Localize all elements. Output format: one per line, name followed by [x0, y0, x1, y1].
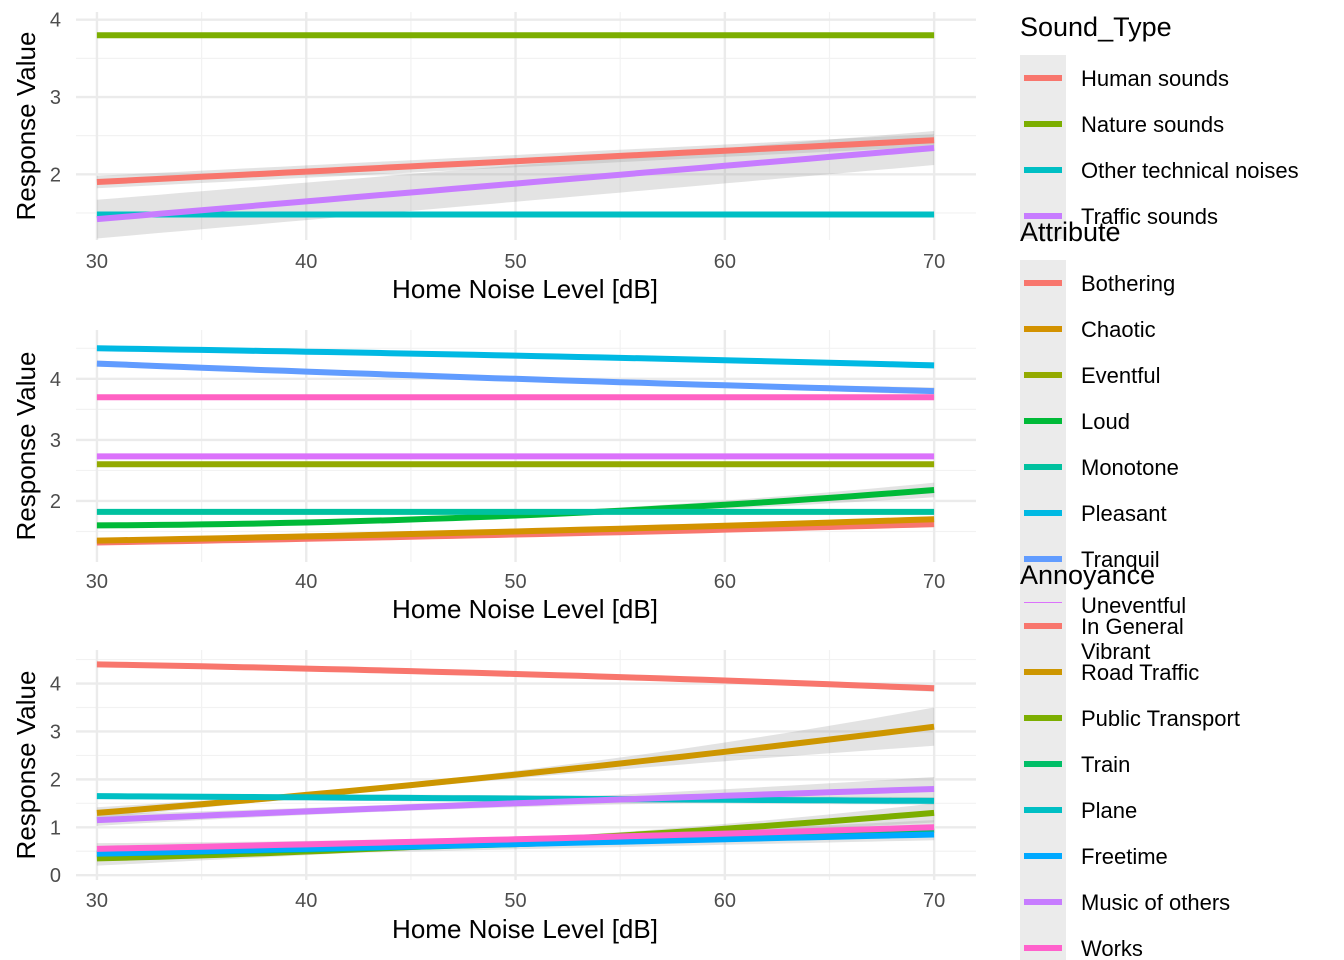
legend-1: Human sounds Nature sounds Other technical… [1020, 12, 1299, 239]
y-tick-label: 2 [50, 769, 61, 791]
legend-3: In General Road Traffic Public Transport Tr… [1020, 560, 1240, 960]
legend-label: Monotone [1081, 455, 1179, 480]
plot-area [96, 345, 935, 546]
legend-label: Loud [1081, 409, 1130, 434]
legend-label: Traffic sounds [1081, 204, 1218, 229]
legend-label: Road Traffic [1081, 660, 1199, 685]
chart-panel-2: 30 40 50 60 70 2 3 4 Home Noise Level [dB] Respon… [11, 330, 976, 624]
x-axis-title: Home Noise Level [dB] [392, 594, 658, 624]
y-tick-label: 2 [50, 491, 61, 513]
x-tick-label: 50 [504, 251, 526, 273]
y-tick-label: 4 [50, 10, 61, 32]
legend-label: Uneventful [1081, 593, 1186, 618]
legend-label: Eventful [1081, 363, 1161, 388]
x-tick-label: 30 [86, 571, 108, 593]
x-tick-label: 60 [714, 571, 736, 593]
y-axis-title: Response Value [11, 352, 41, 541]
legend-label: Public Transport [1081, 706, 1240, 731]
legend-label: Other technical noises [1081, 158, 1299, 183]
x-tick-label: 40 [295, 571, 317, 593]
legend-label: Train [1081, 752, 1130, 777]
legend-key-background [1020, 55, 1066, 239]
x-tick-label: 40 [295, 890, 317, 912]
legend-title: Sound_Type [1020, 12, 1172, 42]
x-tick-label: 40 [295, 251, 317, 273]
series-line [96, 824, 935, 852]
x-tick-label: 30 [86, 251, 108, 273]
legend-label: Freetime [1081, 844, 1168, 869]
legend-label: Works [1081, 936, 1143, 960]
y-tick-label: 3 [50, 430, 61, 452]
series-line [96, 786, 935, 824]
x-tick-label: 50 [504, 571, 526, 593]
series-line [96, 831, 935, 857]
y-tick-label: 0 [50, 865, 61, 887]
x-tick-label: 70 [923, 571, 945, 593]
legend-title: Annoyance [1020, 560, 1155, 590]
legend-label: Bothering [1081, 271, 1175, 296]
series-line [96, 661, 935, 692]
y-tick-label: 3 [50, 721, 61, 743]
chart-panel-3: 30 40 50 60 70 0 1 2 3 4 Home Noise Level [dB] Resp… [11, 650, 976, 944]
y-tick-label: 4 [50, 369, 61, 391]
legend-label: Pleasant [1081, 501, 1167, 526]
series-line [96, 793, 935, 804]
series-line [96, 137, 935, 185]
y-tick-label: 1 [50, 817, 61, 839]
legend-label: Human sounds [1081, 66, 1229, 91]
legend-label: Tranquil [1081, 547, 1160, 572]
series-line [96, 345, 935, 369]
chart-panel-1: 30 40 50 60 70 2 3 4 Home Noise Level [dB] Respon… [11, 10, 976, 304]
y-tick-label: 3 [50, 87, 61, 109]
x-tick-label: 60 [714, 251, 736, 273]
x-tick-label: 70 [923, 251, 945, 273]
x-tick-label: 70 [923, 890, 945, 912]
series-line [96, 487, 935, 529]
plot-area [96, 32, 935, 239]
y-axis-title: Response Value [11, 32, 41, 221]
legend-title: Attribute [1020, 217, 1121, 247]
legend-label: Nature sounds [1081, 112, 1224, 137]
y-tick-label: 2 [50, 164, 61, 186]
series-line [96, 145, 935, 223]
legend-label: Music of others [1081, 890, 1230, 915]
legend-label: Plane [1081, 798, 1137, 823]
series-line [96, 516, 935, 544]
legend-label: Vibrant [1081, 639, 1150, 664]
x-axis-title: Home Noise Level [dB] [392, 914, 658, 944]
series-line [96, 360, 935, 395]
y-axis-title: Response Value [11, 671, 41, 860]
legend-key-background [1020, 603, 1066, 960]
plot-area [96, 661, 935, 866]
y-tick-label: 4 [50, 674, 61, 696]
x-tick-label: 30 [86, 890, 108, 912]
series-line [96, 723, 935, 816]
legend-label: Chaotic [1081, 317, 1156, 342]
x-tick-label: 50 [504, 890, 526, 912]
x-axis-title: Home Noise Level [dB] [392, 274, 658, 304]
legend-label: In General [1081, 614, 1184, 639]
x-tick-label: 60 [714, 890, 736, 912]
